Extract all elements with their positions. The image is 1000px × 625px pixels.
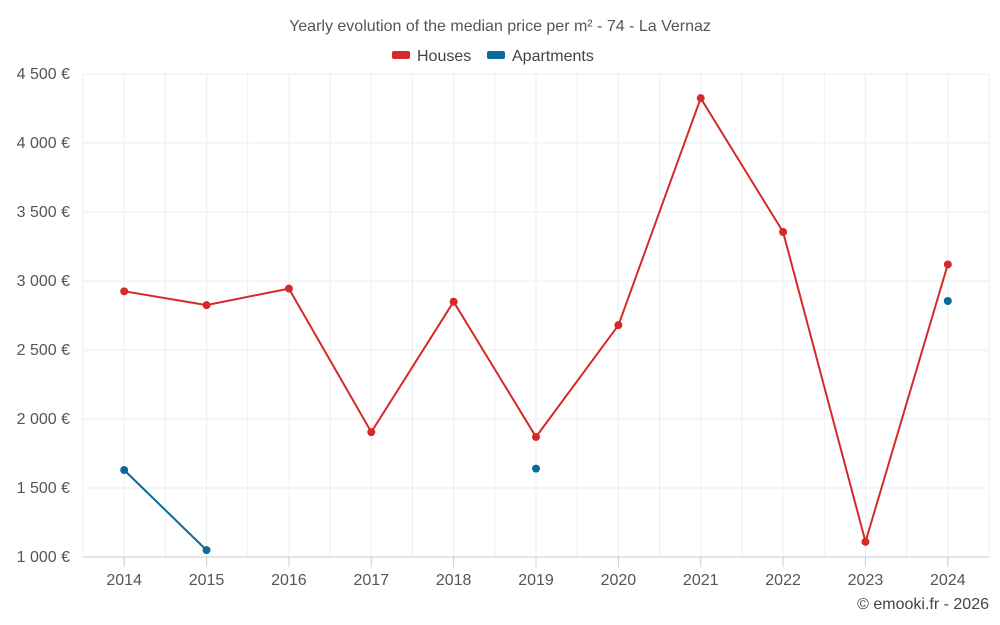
x-tick-label: 2019 bbox=[518, 572, 554, 589]
houses-data-point[interactable] bbox=[779, 228, 788, 237]
x-tick-label: 2023 bbox=[848, 572, 884, 589]
gridlines bbox=[82, 73, 990, 557]
chart-title: Yearly evolution of the median price per… bbox=[289, 18, 711, 35]
apartments-data-point[interactable] bbox=[120, 466, 129, 475]
houses-data-point[interactable] bbox=[449, 297, 458, 306]
legend-label-apartments[interactable]: Apartments bbox=[512, 48, 594, 65]
houses-data-point[interactable] bbox=[532, 432, 540, 441]
y-tick-label: 4 500 € bbox=[17, 66, 70, 83]
houses-data-point[interactable] bbox=[696, 94, 705, 103]
plot-area bbox=[120, 94, 952, 555]
x-tick-label: 2020 bbox=[601, 572, 637, 589]
legend-swatch-houses[interactable] bbox=[392, 51, 410, 59]
apartments-series-line bbox=[123, 469, 208, 551]
x-tick-label: 2022 bbox=[765, 572, 801, 589]
x-tick-label: 2014 bbox=[106, 572, 142, 589]
houses-data-point[interactable] bbox=[861, 537, 870, 546]
apartments-data-point[interactable] bbox=[202, 546, 211, 555]
y-tick-label: 2 000 € bbox=[17, 411, 70, 428]
credit-text: © emooki.fr - 2026 bbox=[857, 596, 989, 613]
y-tick-label: 3 500 € bbox=[17, 204, 70, 221]
x-tick-label: 2015 bbox=[189, 572, 225, 589]
apartments-data-point[interactable] bbox=[532, 464, 540, 473]
houses-data-point[interactable] bbox=[202, 301, 211, 310]
y-tick-label: 2 500 € bbox=[17, 342, 70, 359]
legend-swatch-apartments[interactable] bbox=[487, 51, 505, 59]
apartments-data-point[interactable] bbox=[943, 297, 952, 306]
houses-data-point[interactable] bbox=[943, 260, 952, 269]
houses-data-point[interactable] bbox=[120, 287, 129, 296]
y-tick-label: 3 000 € bbox=[17, 273, 70, 290]
houses-data-point[interactable] bbox=[367, 428, 376, 437]
x-tick-label: 2017 bbox=[353, 572, 389, 589]
y-tick-label: 1 000 € bbox=[17, 549, 70, 566]
houses-data-point[interactable] bbox=[284, 284, 293, 293]
x-tick-label: 2018 bbox=[436, 572, 472, 589]
y-tick-label: 1 500 € bbox=[17, 480, 70, 497]
y-axis: 1 000 € 1 500 € 2 000 € 2 500 € 3 000 € 3 500… bbox=[17, 66, 70, 566]
x-axis: 2014 2015 2016 2017 2018 2019 2020 2021 2022 2023… bbox=[83, 556, 989, 589]
legend: Houses Apartments bbox=[392, 48, 594, 65]
houses-data-point[interactable] bbox=[614, 321, 623, 330]
legend-label-houses[interactable]: Houses bbox=[417, 48, 471, 65]
x-tick-label: 2021 bbox=[683, 572, 719, 589]
y-tick-label: 4 000 € bbox=[17, 135, 70, 152]
x-tick-label: 2024 bbox=[930, 572, 966, 589]
x-tick-label: 2016 bbox=[271, 572, 307, 589]
